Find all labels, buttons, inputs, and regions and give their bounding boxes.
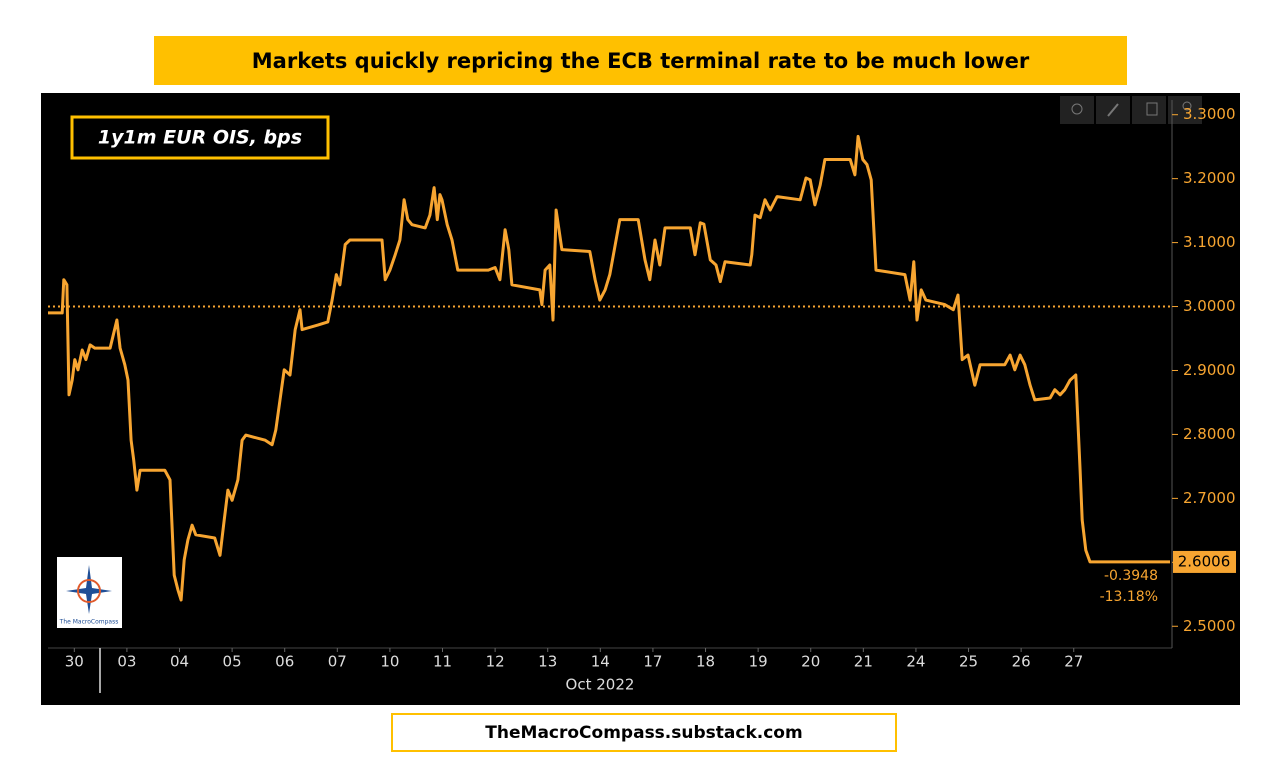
x-tick-label: 03 <box>117 653 136 671</box>
y-tick-label: 2.8000 <box>1183 425 1236 443</box>
logo: The MacroCompass <box>57 557 122 628</box>
y-tick-label: 3.1000 <box>1183 233 1236 251</box>
x-tick-label: 18 <box>696 653 715 671</box>
tool-button <box>1132 96 1166 124</box>
chart-background <box>41 93 1240 705</box>
x-tick-label: 27 <box>1064 653 1083 671</box>
x-tick-label: 25 <box>959 653 978 671</box>
change-pct-label: -13.18% <box>1100 589 1158 605</box>
y-tick-label: 3.0000 <box>1183 297 1236 315</box>
y-tick-label: 3.3000 <box>1183 105 1236 123</box>
x-tick-label: 19 <box>749 653 768 671</box>
x-axis-title: Oct 2022 <box>566 676 635 694</box>
x-tick-label: 07 <box>328 653 347 671</box>
title: Markets quickly repricing the ECB termin… <box>154 36 1127 85</box>
tool-icon <box>1146 102 1158 116</box>
x-tick-label: 21 <box>854 653 873 671</box>
tool-icon <box>1071 103 1083 115</box>
toolbar <box>1060 96 1202 124</box>
last-value-label: 2.6006 <box>1178 552 1231 570</box>
x-tick-label: 20 <box>801 653 820 671</box>
change-label: -0.3948 <box>1104 568 1158 584</box>
y-tick-label: 2.9000 <box>1183 361 1236 379</box>
source: TheMacroCompass.substack.com <box>391 713 897 752</box>
x-tick-label: 12 <box>486 653 505 671</box>
series-label-box <box>70 115 330 160</box>
tool-icon <box>1182 101 1192 111</box>
x-tick-label: 24 <box>906 653 925 671</box>
x-tick-label: 17 <box>643 653 662 671</box>
x-tick-label: 26 <box>1012 653 1031 671</box>
chart: 1y1m EUR OIS, bps The MacroCompass Oct 2… <box>41 93 1240 705</box>
y-tick-label: 2.7000 <box>1183 489 1236 507</box>
x-tick-label: 30 <box>65 653 84 671</box>
last-value-tag <box>1173 550 1236 573</box>
x-tick-label: 10 <box>380 653 399 671</box>
tool-icon <box>1107 103 1119 117</box>
y-tick-label: 2.5000 <box>1183 617 1236 635</box>
series-label: 1y1m EUR OIS, bps <box>98 127 302 149</box>
logo-text: The MacroCompass <box>59 619 119 626</box>
series-line <box>48 134 1170 602</box>
x-tick-label: 06 <box>275 653 294 671</box>
x-tick-label: 11 <box>433 653 452 671</box>
logo-star <box>66 565 112 614</box>
plot <box>48 134 1172 602</box>
x-tick-label: 05 <box>223 653 242 671</box>
x-tick-label: 14 <box>591 653 610 671</box>
y-tick-label: 3.2000 <box>1183 169 1236 187</box>
x-tick-label: 04 <box>170 653 189 671</box>
x-tick-label: 13 <box>538 653 557 671</box>
logo-ring <box>77 579 101 603</box>
tool-button <box>1060 96 1094 124</box>
